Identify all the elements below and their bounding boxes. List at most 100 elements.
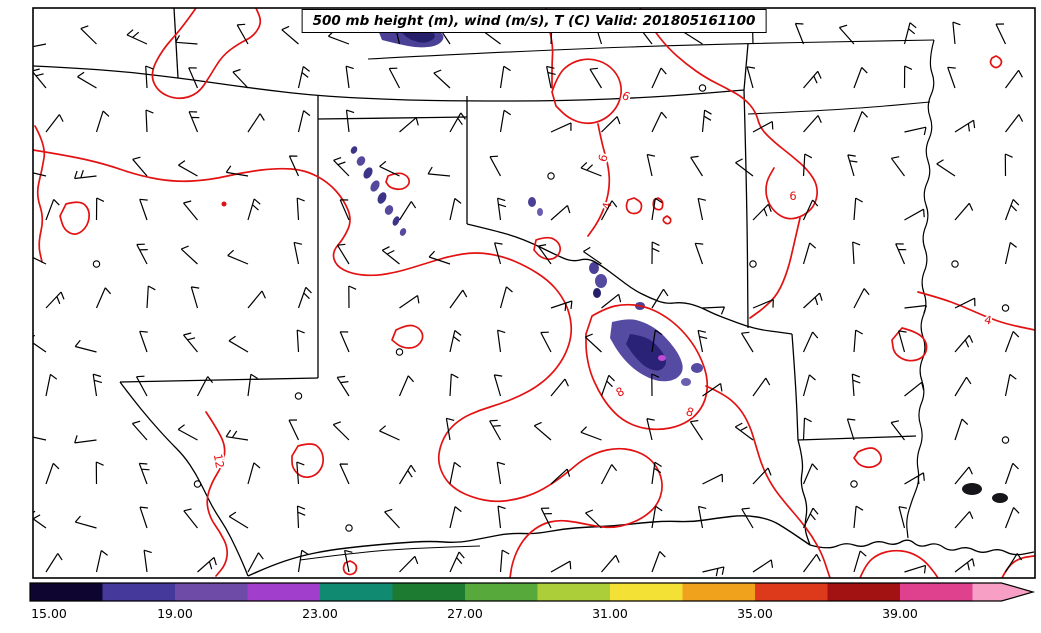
- wind-barb: [954, 466, 973, 485]
- wind-barb: [550, 122, 572, 133]
- wind-barb: [802, 242, 817, 265]
- wind-barb: [139, 198, 148, 221]
- border-top-right-line: [367, 39, 935, 60]
- contour-dot: [221, 201, 227, 207]
- precip-shape: [350, 146, 358, 154]
- wind-barb: [853, 288, 870, 309]
- wind-barb: [449, 551, 465, 573]
- wind-barb: [497, 329, 506, 353]
- wind-barb: [954, 297, 976, 309]
- wind-barb: [904, 208, 925, 221]
- wind-barb: [697, 329, 708, 353]
- colorbar-segment: [247, 583, 320, 601]
- wind-barb: [546, 65, 556, 89]
- colorbar-segment: [827, 583, 900, 601]
- colorbar-segment: [102, 583, 175, 601]
- wind-barb: [445, 417, 455, 441]
- wind-barb: [398, 375, 415, 397]
- wind-barb: [449, 112, 466, 133]
- wind-barb: [228, 511, 249, 529]
- contour-label: 8: [613, 384, 626, 400]
- wind-barb: [74, 515, 97, 529]
- wind-barb: [702, 306, 726, 315]
- wind-barb: [646, 418, 655, 441]
- wind-barb: [227, 249, 249, 265]
- wind-barb: [296, 505, 306, 529]
- wind-barb: [601, 116, 621, 133]
- contour-central-oval: [391, 324, 424, 349]
- wind-barb: [145, 109, 154, 133]
- contour-bottom-right-edge: [1001, 555, 1035, 578]
- wind-barb: [802, 153, 813, 177]
- wind-barb: [995, 23, 1007, 45]
- contour-panhandle-ring: [385, 172, 411, 191]
- wind-barb: [853, 111, 869, 133]
- wind-barb: [449, 373, 459, 397]
- colorbar-arrow: [1001, 583, 1033, 601]
- wind-barb: [339, 463, 350, 485]
- wind-barb: [952, 21, 961, 45]
- wind-barb: [903, 22, 917, 45]
- wind-barb: [433, 69, 451, 89]
- contour-ne-corner-ring: [989, 55, 1003, 69]
- wind-barb: [427, 166, 451, 177]
- wind-barb: [143, 549, 152, 573]
- wind-barb: [132, 156, 148, 177]
- wind-barb: [379, 160, 400, 177]
- wind-barb: [690, 155, 704, 177]
- wind-barb: [92, 373, 103, 397]
- border-tx-ar-94W: [791, 333, 799, 441]
- wind-barb: [297, 66, 310, 89]
- wind-barb: [297, 286, 312, 309]
- wind-barb: [890, 156, 905, 177]
- wind-barb: [1004, 373, 1017, 397]
- wind-barb: [853, 505, 864, 529]
- state-borders: [33, 8, 1035, 577]
- wind-barb: [45, 198, 60, 221]
- wind-barb: [651, 461, 662, 485]
- wind-barb: [33, 334, 47, 353]
- colorbar-tick-label: 39.00: [882, 606, 918, 621]
- wind-barb: [297, 110, 311, 133]
- wind-barb: [499, 286, 513, 309]
- wind-barb: [651, 67, 667, 89]
- border-sabine-river: [797, 439, 811, 546]
- wind-barb: [177, 424, 198, 441]
- precip-shape: [658, 355, 666, 361]
- wind-barb: [600, 374, 615, 397]
- border-mo-ar-border: [747, 101, 931, 115]
- wind-barb: [399, 295, 420, 309]
- wind-barb: [904, 381, 925, 397]
- wind-barb: [33, 256, 47, 265]
- wind-barb: [247, 113, 265, 133]
- wind-barb: [651, 111, 668, 133]
- wind-barb: [449, 330, 462, 353]
- wind-barb: [702, 383, 723, 397]
- wind-barb: [601, 554, 620, 573]
- colorbar-segment: [900, 583, 973, 601]
- wind-barb: [95, 461, 104, 485]
- border-rio-grande: [119, 381, 249, 577]
- wind-barb: [348, 285, 357, 309]
- wind-barb: [33, 172, 47, 177]
- wind-barb: [497, 197, 507, 221]
- wind-barb: [80, 25, 97, 45]
- wind-barb: [178, 160, 198, 177]
- wind-barb: [752, 559, 774, 573]
- wind-barb: [381, 246, 400, 265]
- wind-barb: [853, 66, 868, 89]
- contour-small-oval-east: [853, 447, 883, 469]
- wind-barb: [180, 245, 198, 265]
- wind-barb: [332, 421, 350, 441]
- wind-barb: [954, 334, 974, 353]
- wind-barb: [499, 65, 511, 89]
- colorbar-segment: [972, 583, 1002, 601]
- wind-barb: [247, 552, 264, 573]
- wind-barb: [296, 461, 305, 485]
- contour-bottom-right-arc: [859, 549, 939, 578]
- wind-barb: [550, 204, 571, 221]
- wind-barb: [398, 464, 416, 485]
- contour-ring-b: [652, 197, 664, 211]
- wind-barb: [183, 508, 198, 529]
